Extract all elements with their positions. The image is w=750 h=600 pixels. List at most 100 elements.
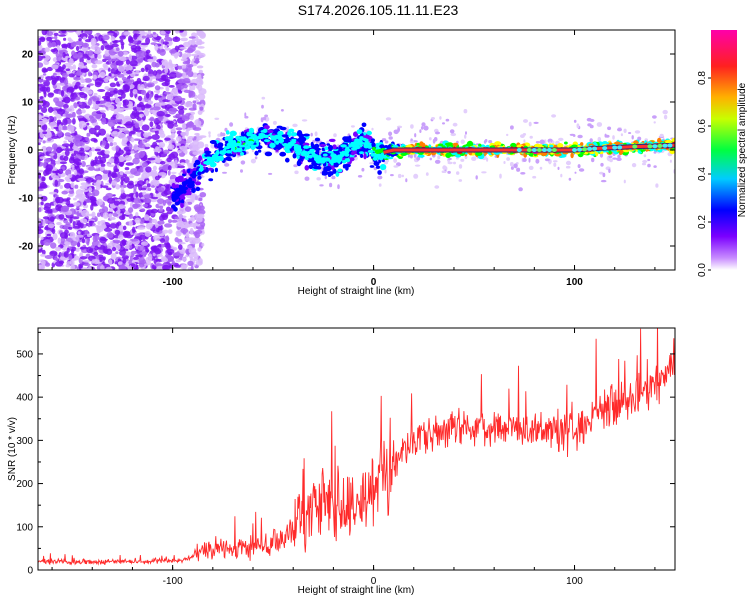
spectrogram-cell xyxy=(153,148,162,153)
spectrogram-cell xyxy=(565,165,571,169)
spectrogram-cell xyxy=(617,128,622,132)
spectrogram-cell xyxy=(82,259,92,263)
spectrogram-cell xyxy=(506,157,510,161)
spectrogram-cell xyxy=(121,255,129,260)
spectrogram-cell xyxy=(313,147,321,151)
spectrogram-cell xyxy=(475,175,478,180)
spectrogram-cell xyxy=(180,131,187,137)
spectrogram-cell xyxy=(38,169,44,173)
spectrogram-cell xyxy=(435,131,440,135)
spectrogram-cell xyxy=(183,180,191,185)
spectrogram-cell xyxy=(55,246,61,252)
spectrogram-cell xyxy=(164,47,171,51)
spectrogram-cell xyxy=(198,52,206,58)
spectrogram-cell xyxy=(39,96,44,99)
spectrogram-cell xyxy=(178,152,185,157)
spectrogram-cell xyxy=(38,228,44,234)
spectrogram-cell xyxy=(42,219,46,227)
spectrogram-cell xyxy=(475,151,483,156)
spectrogram-cell xyxy=(548,160,552,165)
spectrogram-cell xyxy=(120,192,127,200)
spectrogram-cell xyxy=(154,44,159,51)
spectrogram-cell xyxy=(432,138,436,144)
spectrogram-cell xyxy=(59,185,63,189)
spectrogram-cell xyxy=(69,216,73,224)
spectrogram-cell xyxy=(65,113,73,119)
spectrogram-cell xyxy=(279,126,287,131)
spectrogram-cell xyxy=(126,182,135,189)
spectrogram-cell xyxy=(42,131,48,135)
spectrogram-cell xyxy=(105,266,113,270)
spectrogram-cell xyxy=(62,52,66,58)
spectrogram-cell xyxy=(110,253,117,260)
spectrogram-cell xyxy=(147,58,153,62)
spectrogram-cell xyxy=(183,84,188,89)
spectrogram-cell xyxy=(647,158,651,162)
spectrogram-cell xyxy=(134,183,142,187)
spectrogram-cell xyxy=(178,242,186,245)
spectrogram-cell xyxy=(122,136,128,144)
spectrogram-cell xyxy=(455,157,459,160)
spectrogram-cell xyxy=(55,101,64,107)
spectrogram-cell xyxy=(181,116,190,122)
spectrogram-cell xyxy=(329,182,333,188)
spectrogram-cell xyxy=(513,163,518,169)
spectrogram-cell xyxy=(101,117,107,125)
spectrogram-cell xyxy=(119,215,126,221)
spectrogram-cell xyxy=(606,156,609,161)
spectrogram-cell xyxy=(87,83,94,86)
spectrogram-cell xyxy=(47,223,55,229)
spectrogram-cell xyxy=(117,132,126,139)
spectrogram-cell xyxy=(70,182,75,189)
spectrogram-cell xyxy=(142,162,148,168)
spectrogram-cell xyxy=(76,30,81,36)
spectrogram-cell xyxy=(303,133,310,137)
spectrogram-cell xyxy=(516,167,521,172)
spectrogram-cell xyxy=(199,31,206,39)
spectrogram-cell xyxy=(78,121,87,128)
spectrogram-cell xyxy=(142,150,146,156)
spectrogram-cell xyxy=(142,75,150,82)
spectrogram-cell xyxy=(47,92,54,98)
spectrogram-cell xyxy=(528,157,531,163)
spectrogram-cell xyxy=(377,175,383,180)
spectrogram-cell xyxy=(154,85,161,91)
spectrogram-cell xyxy=(58,168,64,175)
spectrogram-cell xyxy=(140,208,146,212)
spectrogram-cell xyxy=(419,129,422,134)
spectrogram-cell xyxy=(156,227,160,233)
spectrogram-cell xyxy=(450,132,457,137)
spectrogram-cell xyxy=(80,69,88,73)
spectrogram-cell xyxy=(73,55,81,59)
spectrogram-cell xyxy=(377,170,382,175)
spectrogram-cell xyxy=(96,198,103,206)
spectrogram-cell xyxy=(176,136,182,142)
spectrogram-cell xyxy=(393,165,399,168)
spectrogram-cell xyxy=(198,155,203,162)
spectrogram-cell xyxy=(510,125,514,130)
spectrogram-cell xyxy=(655,183,659,188)
spectrogram-cell xyxy=(125,59,131,65)
spectrogram-cell xyxy=(133,197,141,204)
spectrogram-cell xyxy=(569,133,575,136)
spectrogram-cell xyxy=(132,256,140,260)
spectrogram-cell xyxy=(413,153,417,158)
spectrogram-cell xyxy=(107,164,115,168)
spectrogram-cell xyxy=(338,146,342,152)
spectrogram-cell xyxy=(84,78,92,83)
spectrogram-cell xyxy=(75,45,80,52)
spectrogram-cell xyxy=(164,67,169,74)
spectrogram-cell xyxy=(181,65,187,69)
spectrogram-cell xyxy=(94,148,102,152)
spectrogram-cell xyxy=(38,159,41,167)
spectrogram-cell xyxy=(576,123,580,129)
spectrogram-cell xyxy=(324,146,329,151)
spectrogram-cell xyxy=(119,35,126,40)
spectrogram-cell xyxy=(96,151,105,156)
spectrogram-cell xyxy=(591,157,595,163)
spectrogram-cell xyxy=(109,82,117,88)
spectrogram-cell xyxy=(553,162,557,167)
spectrogram-cell xyxy=(191,53,198,57)
spectrogram-cell xyxy=(138,260,145,268)
spectrogram-cell xyxy=(397,127,400,132)
